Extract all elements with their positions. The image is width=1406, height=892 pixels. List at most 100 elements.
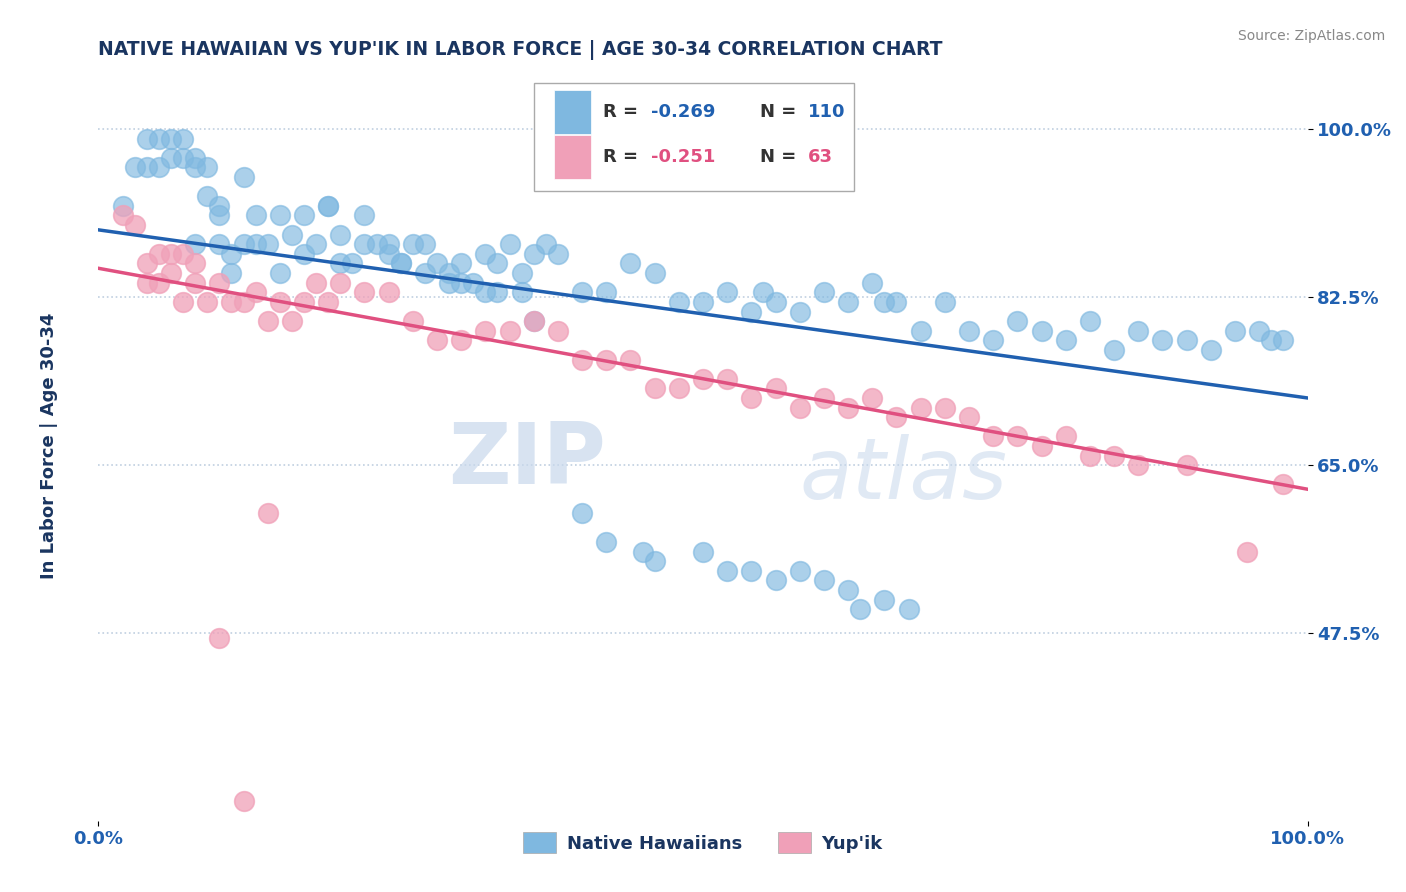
Point [740,391,762,405]
Point [644,381,666,395]
Point [692,544,714,558]
Point [377,237,399,252]
Point [269,294,291,309]
Point [860,276,883,290]
Point [281,314,304,328]
Point [160,266,183,280]
Point [245,237,267,252]
Point [342,256,364,270]
Point [498,324,520,338]
Point [644,266,666,280]
Bar [554,90,591,134]
Point [1272,334,1295,348]
Point [184,276,207,290]
Point [571,506,593,520]
Point [184,237,207,252]
Point [571,285,593,300]
Point [1223,324,1246,338]
Point [160,151,183,165]
Point [1031,324,1053,338]
Point [232,169,254,184]
Point [837,401,859,415]
Point [316,199,339,213]
Point [256,314,278,328]
FancyBboxPatch shape [534,83,855,191]
Point [353,285,375,300]
Point [498,237,520,252]
Point [148,276,170,290]
Point [148,247,170,261]
Point [873,294,896,309]
Point [413,237,436,252]
Point [510,285,533,300]
Point [256,506,278,520]
Point [172,294,194,309]
Bar [554,135,591,178]
Text: ZIP: ZIP [449,419,606,502]
Point [1128,324,1150,338]
Text: N =: N = [759,103,803,120]
Point [292,294,315,309]
Point [402,237,425,252]
Point [547,247,569,261]
Point [813,574,835,588]
Point [269,209,291,223]
Text: In Labor Force | Age 30-34: In Labor Force | Age 30-34 [41,313,58,579]
Point [1272,477,1295,491]
Point [450,256,472,270]
Text: atlas: atlas [800,434,1008,517]
Point [172,247,194,261]
Point [292,209,315,223]
Point [474,324,496,338]
Point [789,564,811,578]
Point [619,352,641,367]
Point [184,151,207,165]
Point [1078,314,1101,328]
Point [510,266,533,280]
Point [886,410,908,425]
Point [329,227,352,242]
Point [981,334,1004,348]
Point [232,794,254,808]
Point [256,237,278,252]
Point [1175,334,1198,348]
Point [716,564,738,578]
Point [184,161,207,175]
Text: N =: N = [759,148,803,166]
Point [1054,334,1077,348]
Point [245,209,267,223]
Point [221,266,243,280]
Point [124,218,146,232]
Point [281,227,304,242]
Point [353,237,375,252]
Point [534,237,557,252]
Point [765,381,787,395]
Point [1199,343,1222,357]
Point [837,583,859,598]
Point [124,161,146,175]
Point [981,429,1004,443]
Point [523,314,546,328]
Point [486,256,509,270]
Point [221,247,243,261]
Point [1007,314,1029,328]
Point [619,256,641,270]
Point [474,285,496,300]
Point [547,324,569,338]
Text: NATIVE HAWAIIAN VS YUP'IK IN LABOR FORCE | AGE 30-34 CORRELATION CHART: NATIVE HAWAIIAN VS YUP'IK IN LABOR FORCE… [98,40,943,60]
Text: -0.251: -0.251 [651,148,716,166]
Point [135,131,157,145]
Point [232,294,254,309]
Point [571,352,593,367]
Point [195,161,218,175]
Point [789,401,811,415]
Point [1128,458,1150,473]
Point [450,334,472,348]
Point [1102,449,1125,463]
Point [873,592,896,607]
Point [595,535,617,549]
Point [813,285,835,300]
Point [1031,439,1053,453]
Point [426,256,449,270]
Point [644,554,666,568]
